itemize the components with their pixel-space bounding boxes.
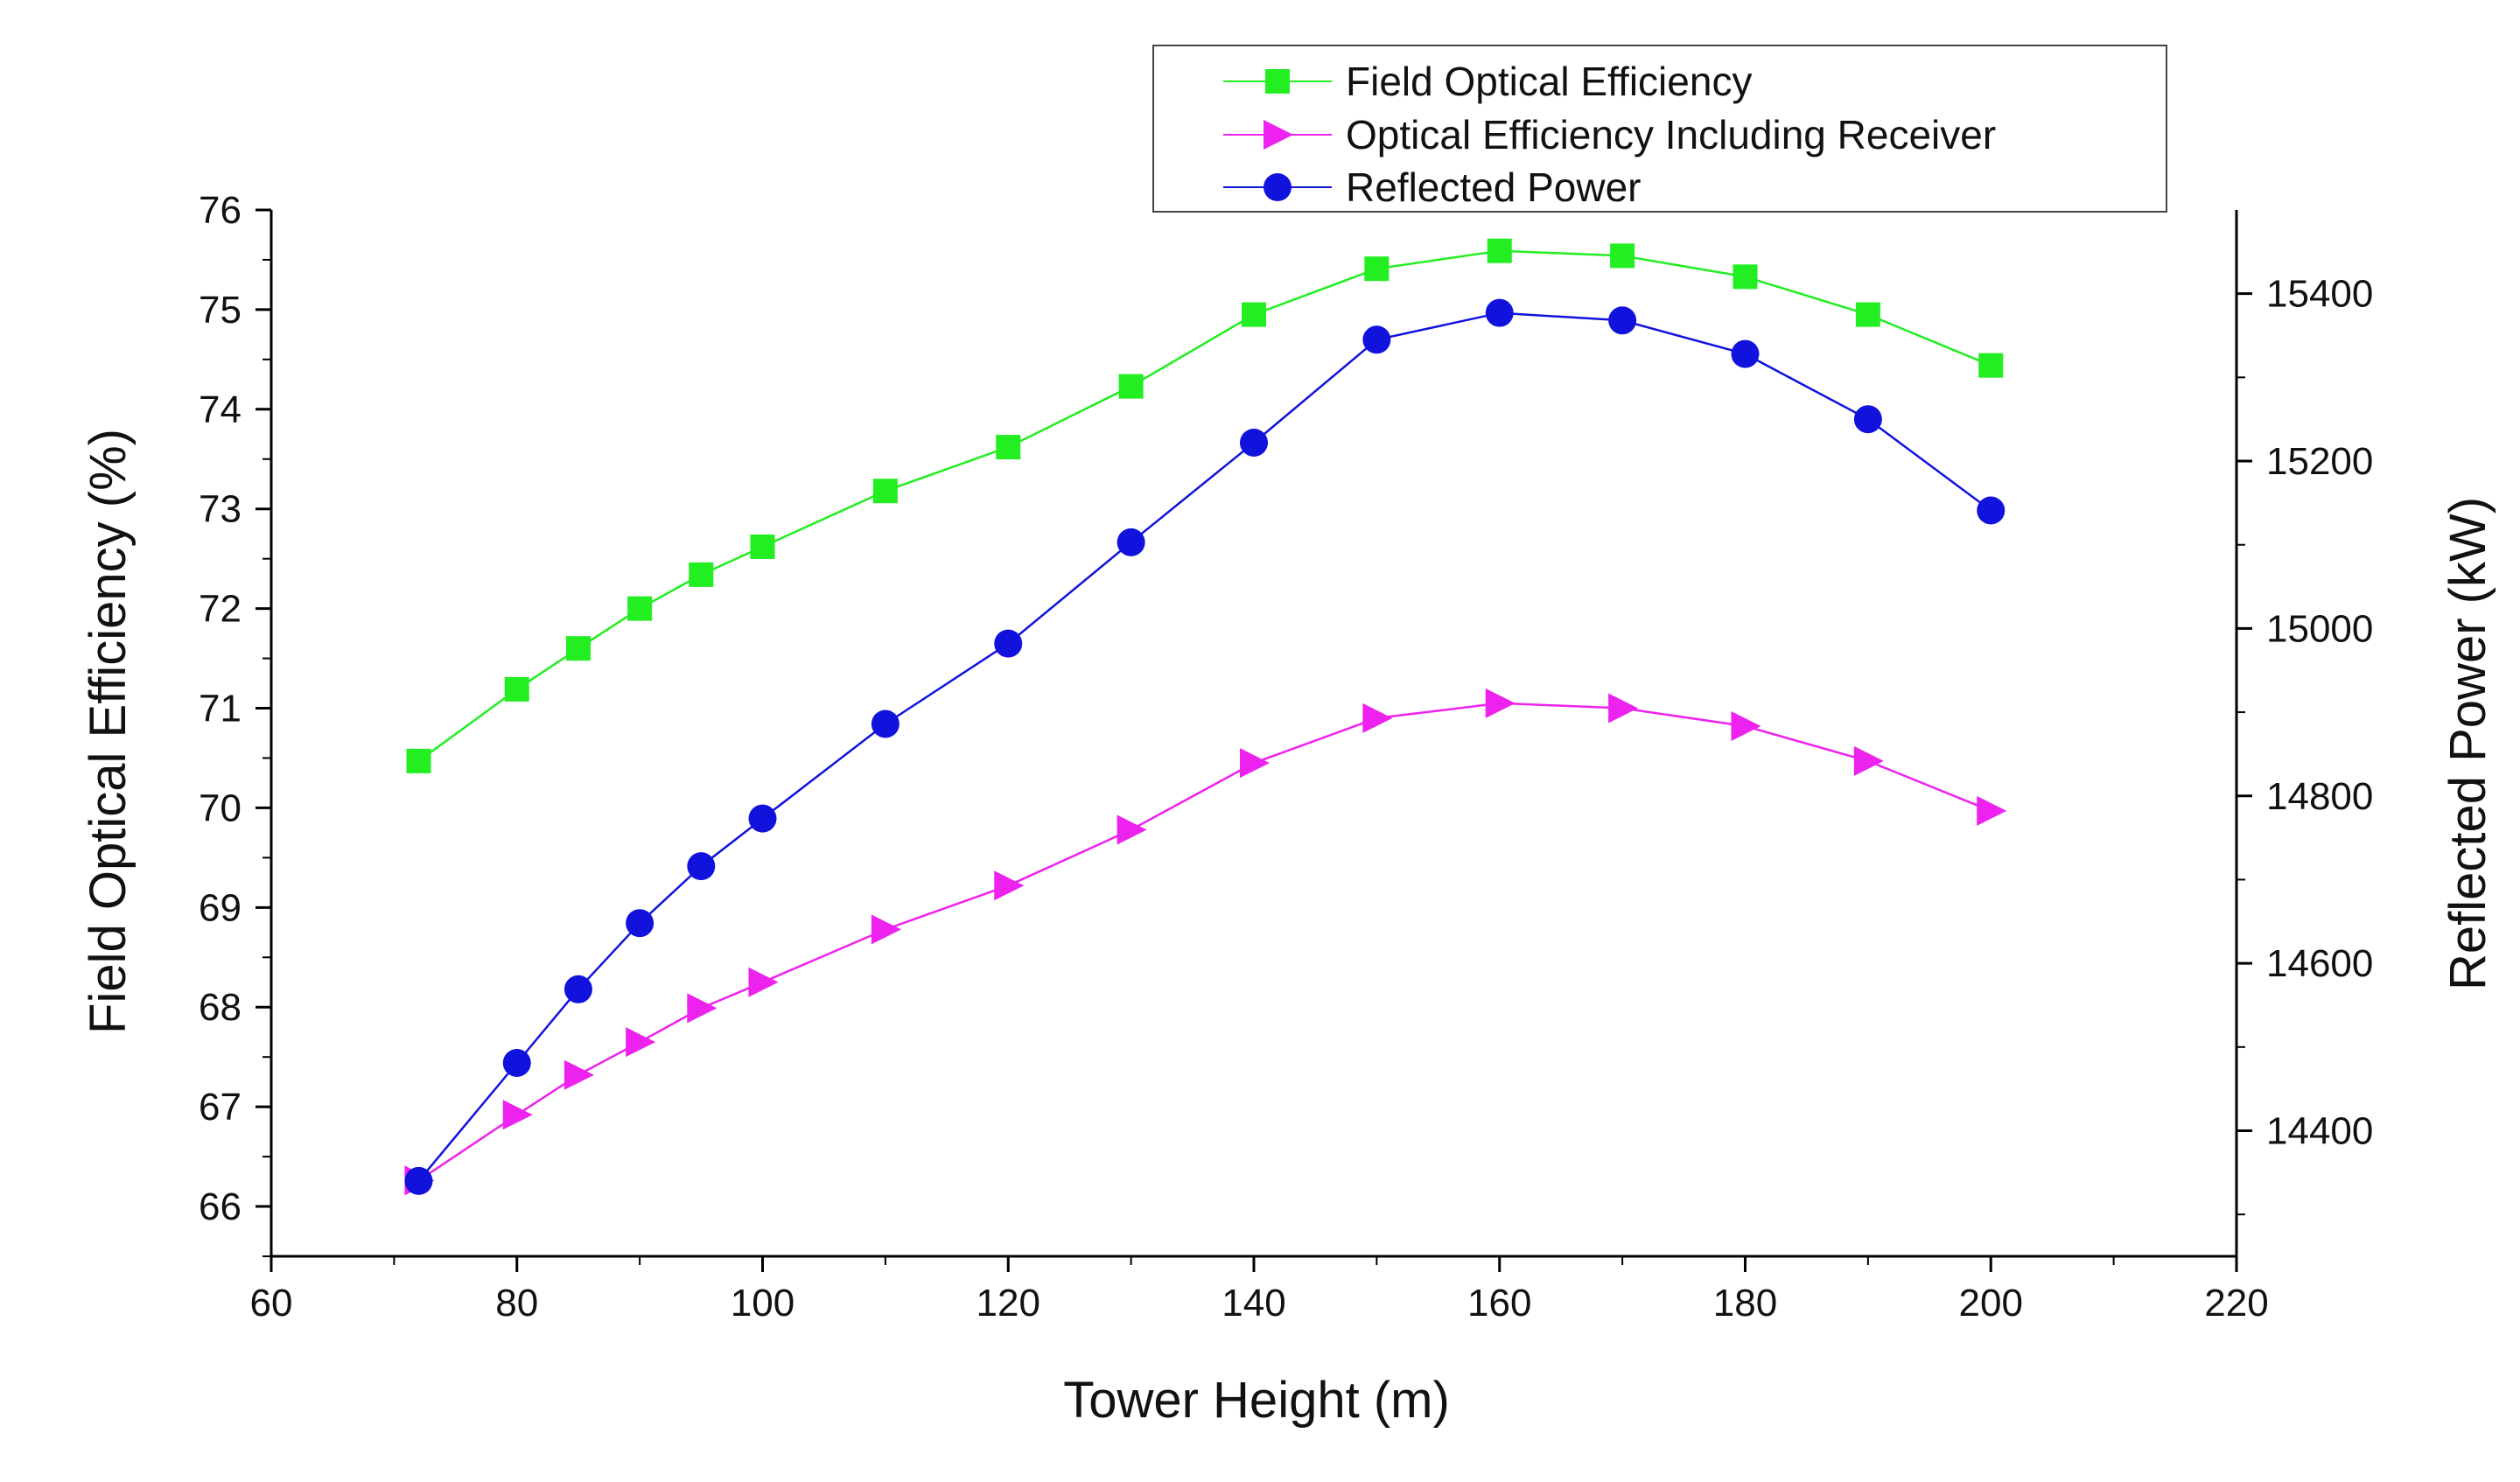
data-point-field-optical-efficiency [1855, 302, 1880, 327]
x-tick-label: 220 [2204, 1282, 2268, 1325]
series-layer [404, 238, 2007, 1196]
data-point-field-optical-efficiency [627, 596, 653, 621]
data-point-optical-efficiency-including-receiver [1608, 693, 1639, 724]
data-point-reflected-power [994, 629, 1023, 658]
data-point-reflected-power [1240, 428, 1268, 457]
series-line-reflected-power [417, 311, 1992, 1182]
legend-marker-circle-icon [1264, 173, 1292, 201]
data-point-reflected-power [1731, 339, 1760, 368]
data-point-field-optical-efficiency [1978, 353, 2004, 378]
data-point-field-optical-efficiency [565, 636, 591, 661]
data-point-field-optical-efficiency [1732, 264, 1758, 290]
data-point-optical-efficiency-including-receiver [1853, 745, 1884, 776]
data-point-optical-efficiency-including-receiver [1116, 814, 1147, 845]
data-point-field-optical-efficiency [750, 534, 775, 559]
x-axis-title: Tower Height (m) [1063, 1372, 1450, 1429]
legend-box [1152, 45, 2167, 213]
y-axis-title: Field Optical Efficiency (%) [80, 429, 136, 1034]
series-line-optical-efficiency-including-receiver [417, 702, 1992, 1182]
y2-tick-label: 14600 [2266, 942, 2373, 985]
y-tick-label: 72 [199, 588, 242, 631]
y2-tick-label: 14800 [2266, 775, 2373, 818]
x-tick-label: 80 [495, 1282, 538, 1325]
data-point-reflected-power [1116, 528, 1145, 556]
y-tick-label: 69 [199, 886, 242, 929]
data-point-field-optical-efficiency [1242, 302, 1266, 327]
y-tick-label: 76 [199, 189, 242, 232]
y-tick-label: 74 [199, 388, 242, 431]
data-point-optical-efficiency-including-receiver [1485, 688, 1516, 718]
data-point-field-optical-efficiency [1118, 374, 1144, 399]
x-tick-label: 140 [1222, 1282, 1285, 1325]
data-point-field-optical-efficiency [1610, 243, 1635, 269]
data-point-optical-efficiency-including-receiver [687, 993, 718, 1024]
data-point-field-optical-efficiency [1364, 256, 1390, 282]
data-point-reflected-power [871, 710, 900, 738]
data-point-reflected-power [502, 1048, 531, 1077]
data-point-reflected-power [404, 1166, 433, 1195]
data-point-reflected-power [564, 975, 592, 1003]
y2-axis-title: Reflected Power (kW) [2440, 497, 2496, 990]
data-point-reflected-power [1485, 298, 1514, 327]
data-point-reflected-power [748, 804, 777, 833]
data-point-reflected-power [1362, 325, 1391, 354]
data-point-reflected-power [1977, 496, 2006, 525]
x-tick-label: 180 [1713, 1282, 1777, 1325]
y-tick-label: 66 [199, 1185, 242, 1228]
y2-tick-label: 15000 [2266, 607, 2373, 650]
data-point-optical-efficiency-including-receiver [1240, 748, 1270, 779]
x-tick-label: 160 [1467, 1282, 1531, 1325]
legend-label-field-optical-efficiency: Field Optical Efficiency [1346, 59, 1752, 104]
data-point-field-optical-efficiency [689, 562, 714, 587]
data-point-reflected-power [1608, 306, 1637, 335]
data-point-optical-efficiency-including-receiver [626, 1027, 656, 1058]
data-point-field-optical-efficiency [996, 435, 1021, 460]
data-point-optical-efficiency-including-receiver [1362, 703, 1393, 733]
data-point-field-optical-efficiency [1487, 238, 1512, 263]
y-tick-label: 67 [199, 1086, 242, 1129]
data-point-field-optical-efficiency [406, 748, 431, 773]
y-tick-label: 70 [199, 786, 242, 829]
data-point-field-optical-efficiency [504, 676, 529, 702]
axes-layer: 60 80 100 120 140 160 180 200 220 66 67 68 69 70 71 72 7… [199, 189, 2373, 1325]
data-point-reflected-power [626, 909, 654, 938]
y-tick-label: 71 [199, 688, 242, 731]
x-tick-label: 120 [976, 1282, 1040, 1325]
data-point-optical-efficiency-including-receiver [564, 1059, 594, 1090]
data-point-optical-efficiency-including-receiver [871, 914, 901, 945]
data-point-optical-efficiency-including-receiver [994, 870, 1025, 901]
legend-label-reflected-power: Reflected Power [1346, 164, 1642, 210]
y2-tick-label: 14400 [2266, 1109, 2373, 1152]
y2-tick-label: 15400 [2266, 273, 2373, 316]
y2-tick-label: 15200 [2266, 440, 2373, 483]
data-point-field-optical-efficiency [872, 479, 898, 504]
x-tick-label: 200 [1959, 1282, 2023, 1325]
legend-marker-square-icon [1265, 69, 1290, 94]
y-tick-label: 68 [199, 986, 242, 1029]
legend: Field Optical Efficiency Optical Efficie… [1152, 45, 2167, 213]
data-point-optical-efficiency-including-receiver [1977, 795, 2007, 826]
x-tick-label: 60 [250, 1282, 293, 1325]
data-point-optical-efficiency-including-receiver [1731, 711, 1761, 742]
data-point-reflected-power [687, 852, 716, 881]
x-tick-label: 100 [731, 1282, 794, 1325]
data-point-optical-efficiency-including-receiver [502, 1100, 533, 1130]
legend-label-optical-efficiency-including-receiver: Optical Efficiency Including Receiver [1346, 112, 1996, 157]
data-point-optical-efficiency-including-receiver [748, 967, 779, 997]
data-point-reflected-power [1853, 405, 1882, 434]
legend-marker-triangle-icon [1264, 120, 1293, 150]
y-tick-label: 75 [199, 289, 242, 332]
series-line-field-optical-efficiency [417, 249, 1992, 762]
y-tick-label: 73 [199, 488, 242, 531]
